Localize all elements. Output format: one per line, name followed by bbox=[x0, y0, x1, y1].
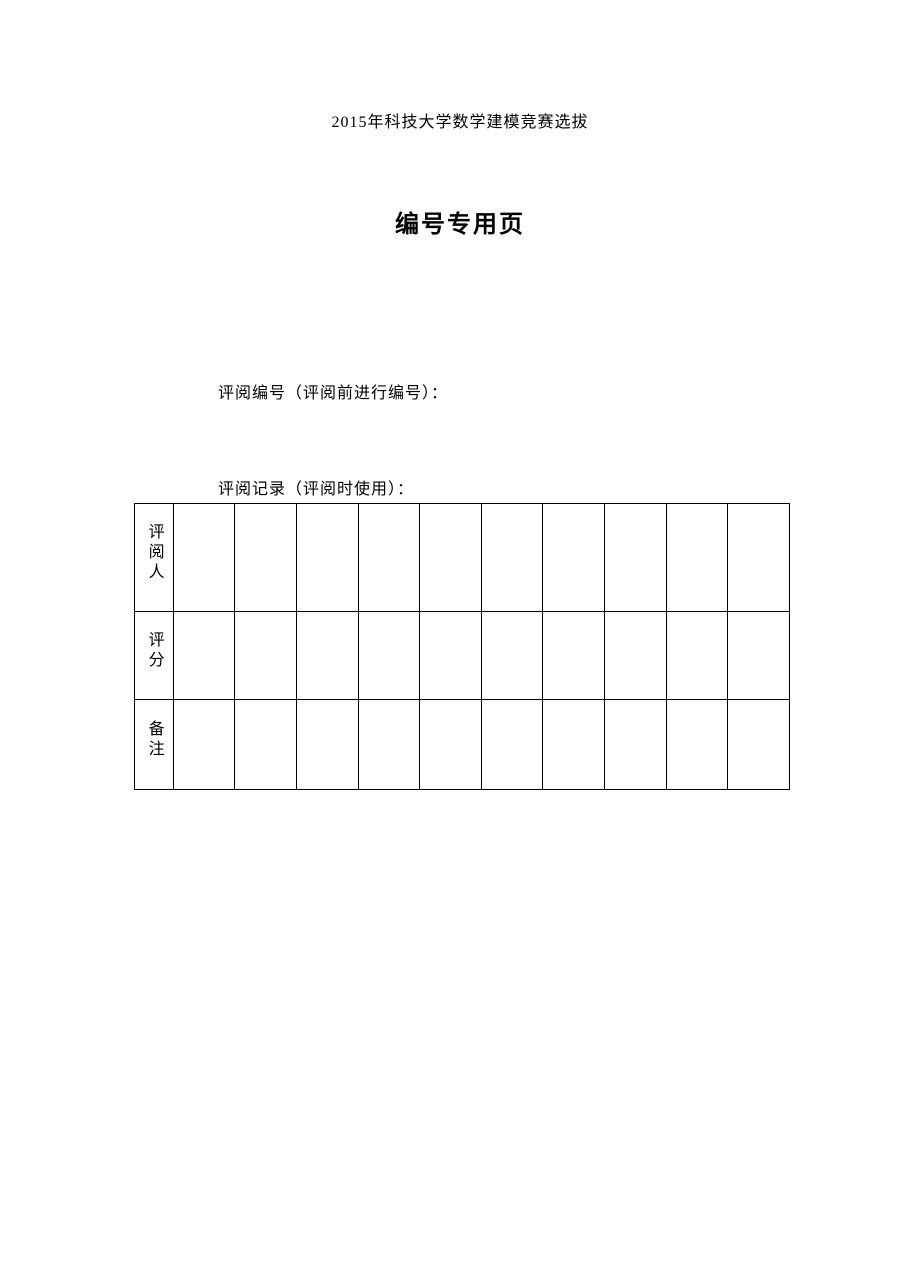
table-cell bbox=[296, 700, 358, 790]
table-cell bbox=[481, 504, 543, 612]
table-cell bbox=[358, 700, 420, 790]
table-cell bbox=[296, 612, 358, 700]
table-cell bbox=[605, 504, 667, 612]
row-header: 备注 bbox=[135, 700, 174, 790]
table-cell bbox=[481, 700, 543, 790]
table-cell bbox=[173, 504, 235, 612]
table-cell bbox=[235, 700, 297, 790]
table-row: 评阅人 bbox=[135, 504, 790, 612]
table-cell bbox=[235, 612, 297, 700]
row-header-text: 备注 bbox=[141, 720, 167, 760]
row-header-text: 评阅人 bbox=[141, 523, 167, 583]
table-cell bbox=[543, 612, 605, 700]
review-table-body: 评阅人评分备注 bbox=[135, 504, 790, 790]
table-cell bbox=[296, 504, 358, 612]
page-title: 编号专用页 bbox=[130, 204, 790, 239]
review-number-label: 评阅编号（评阅前进行编号）： bbox=[218, 379, 790, 403]
table-cell bbox=[728, 504, 790, 612]
table-cell bbox=[543, 504, 605, 612]
table-cell bbox=[728, 612, 790, 700]
row-header: 评阅人 bbox=[135, 504, 174, 612]
table-cell bbox=[173, 700, 235, 790]
page-header: 2015年科技大学数学建模竞赛选拔 bbox=[130, 108, 790, 132]
row-header: 评分 bbox=[135, 612, 174, 700]
table-cell bbox=[481, 612, 543, 700]
table-row: 备注 bbox=[135, 700, 790, 790]
row-header-text: 评分 bbox=[141, 631, 167, 671]
table-cell bbox=[420, 700, 482, 790]
table-cell bbox=[666, 504, 728, 612]
table-cell bbox=[235, 504, 297, 612]
table-cell bbox=[666, 700, 728, 790]
table-cell bbox=[420, 612, 482, 700]
review-record-table: 评阅人评分备注 bbox=[134, 503, 790, 790]
table-row: 评分 bbox=[135, 612, 790, 700]
table-cell bbox=[728, 700, 790, 790]
table-cell bbox=[543, 700, 605, 790]
table-cell bbox=[605, 700, 667, 790]
table-cell bbox=[420, 504, 482, 612]
table-cell bbox=[173, 612, 235, 700]
table-cell bbox=[358, 612, 420, 700]
table-cell bbox=[666, 612, 728, 700]
document-page: 2015年科技大学数学建模竞赛选拔 编号专用页 评阅编号（评阅前进行编号）： 评… bbox=[0, 0, 920, 790]
table-cell bbox=[358, 504, 420, 612]
review-record-label: 评阅记录（评阅时使用）： bbox=[218, 475, 790, 499]
table-cell bbox=[605, 612, 667, 700]
